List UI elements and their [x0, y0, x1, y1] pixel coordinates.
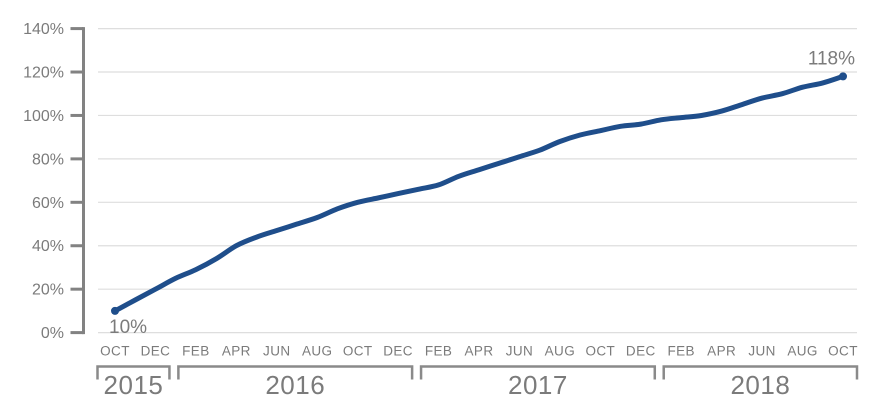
- month-tick-label: OCT: [585, 344, 615, 359]
- month-tick-label: AUG: [787, 344, 817, 359]
- month-tick-label: FEB: [182, 344, 209, 359]
- year-label: 2017: [508, 370, 568, 400]
- month-tick-label: OCT: [343, 344, 373, 359]
- month-tick-label: DEC: [626, 344, 656, 359]
- data-label-end: 118%: [808, 48, 855, 69]
- year-label: 2015: [104, 370, 164, 400]
- month-tick-label: FEB: [667, 344, 694, 359]
- month-tick-label: APR: [222, 344, 251, 359]
- year-label: 2016: [265, 370, 325, 400]
- month-tick-label: JUN: [506, 344, 533, 359]
- y-axis-label: 60%: [32, 195, 64, 212]
- month-tick-label: JUN: [748, 344, 775, 359]
- y-axis-label: 80%: [32, 151, 64, 168]
- year-bracket: [419, 365, 657, 380]
- y-axis-label: 40%: [32, 238, 64, 255]
- month-tick-label: JUN: [263, 344, 290, 359]
- month-tick-label: DEC: [383, 344, 413, 359]
- y-axis-label: 20%: [32, 282, 64, 299]
- month-tick-label: APR: [707, 344, 736, 359]
- y-axis-label: 0%: [41, 325, 64, 342]
- data-point-end: [839, 72, 847, 81]
- month-tick-label: APR: [465, 344, 494, 359]
- month-tick-label: OCT: [828, 344, 858, 359]
- month-tick-label: AUG: [545, 344, 575, 359]
- y-axis-label: 120%: [23, 65, 64, 82]
- data-label-start: 10%: [109, 317, 147, 338]
- year-label: 2018: [730, 370, 790, 400]
- year-bracket: [662, 365, 859, 380]
- year-bracket: [177, 365, 414, 380]
- month-tick-label: OCT: [100, 344, 130, 359]
- year-bracket: [96, 365, 171, 380]
- month-tick-label: DEC: [141, 344, 171, 359]
- trend-line: [112, 73, 846, 314]
- month-tick-label: FEB: [425, 344, 452, 359]
- data-point-start: [111, 306, 119, 315]
- y-axis-label: 100%: [23, 108, 64, 125]
- month-tick-label: AUG: [302, 344, 332, 359]
- y-axis-label: 140%: [23, 21, 64, 38]
